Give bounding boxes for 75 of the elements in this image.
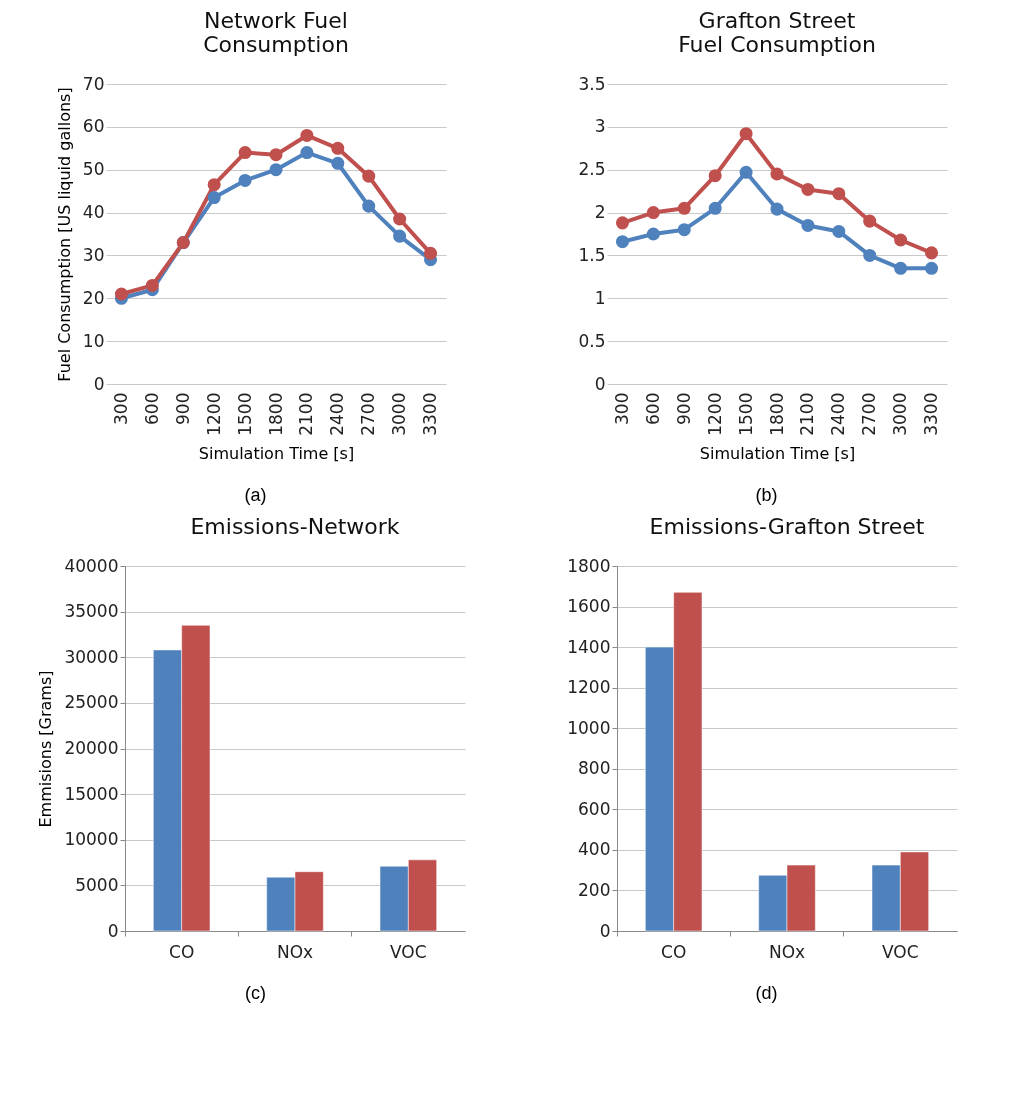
y-axis-title: Emmisions [Grams] <box>35 670 55 828</box>
x-tick-label: 3000 <box>889 392 910 436</box>
y-tick-label: 25000 <box>63 692 118 713</box>
y-tick-label: 1200 <box>567 677 611 698</box>
x-tick-label: NOx <box>768 941 806 962</box>
x-tick-label: VOC <box>389 941 427 962</box>
x-tick-label: 600 <box>642 392 663 425</box>
y-tick-label: 1.5 <box>577 244 605 265</box>
x-tick-label: 2400 <box>326 392 347 436</box>
y-tick-label: 20 <box>82 287 104 308</box>
x-tick-label: 900 <box>673 392 694 425</box>
y-tick-label: 2.5 <box>577 159 605 180</box>
x-tick-label: CO <box>168 941 194 962</box>
y-tick-label: 20000 <box>63 738 118 758</box>
x-tick-label: 2400 <box>827 392 848 436</box>
y-tick-label: 400 <box>578 839 611 860</box>
x-tick-label: 1200 <box>203 392 224 436</box>
x-tick-label: 1200 <box>704 392 725 436</box>
y-tick-label: 60 <box>82 116 104 137</box>
y-tick-label: 10000 <box>63 829 118 850</box>
y-tick-label: 50 <box>82 159 104 180</box>
y-tick-label: 600 <box>578 798 611 819</box>
text: (c) <box>245 983 266 1004</box>
x-tick-label: 2100 <box>295 392 316 436</box>
x-axis-title: Simulation Time [s] <box>699 443 855 463</box>
x-tick-label: 1800 <box>265 392 285 436</box>
x-tick-label: CO <box>661 941 687 962</box>
x-axis-title: Simulation Time [s] <box>198 443 354 463</box>
y-tick-label: 0.5 <box>577 330 605 351</box>
x-tick-label: 2700 <box>357 392 378 436</box>
x-tick-label: 900 <box>172 392 193 425</box>
chart-title: Network Fuel Consumption <box>202 8 349 57</box>
x-tick-label: 1500 <box>234 392 255 436</box>
y-tick-label: 70 <box>82 73 104 94</box>
y-tick-label: 1600 <box>567 596 611 617</box>
x-tick-label: 600 <box>141 392 162 425</box>
y-tick-label: 40 <box>82 202 104 223</box>
x-tick-label: 300 <box>110 392 131 425</box>
text: (b) <box>755 485 778 506</box>
y-tick-label: 35000 <box>63 601 118 622</box>
x-tick-label: 2700 <box>858 392 879 436</box>
y-tick-label: 40000 <box>63 555 118 576</box>
chart-title: Grafton Street Fuel Consumption <box>677 8 876 57</box>
x-tick-label: 3300 <box>920 392 941 436</box>
y-tick-label: 0 <box>107 920 118 941</box>
x-tick-label: 300 <box>611 392 632 425</box>
x-tick-label: NOx <box>276 941 313 962</box>
y-tick-label: 1400 <box>567 636 611 657</box>
y-tick-label: 1800 <box>567 555 611 576</box>
y-tick-label: 30000 <box>63 646 118 667</box>
y-tick-label: 0 <box>599 920 611 941</box>
y-tick-label: 30 <box>82 244 104 265</box>
x-tick-label: 3000 <box>388 392 409 436</box>
chart-title: Emissions-Grafton Street <box>649 514 925 539</box>
x-tick-label: 1800 <box>766 392 786 436</box>
x-tick-label: 2100 <box>796 392 817 436</box>
y-tick-label: 3 <box>594 116 605 137</box>
y-tick-label: 0 <box>594 373 605 394</box>
y-tick-label: 5000 <box>74 874 118 895</box>
x-tick-label: VOC <box>882 941 919 962</box>
x-tick-label: 1500 <box>735 392 756 436</box>
y-axis-title: Fuel Consumption [US liquid gallons] <box>54 87 74 382</box>
y-tick-label: 15000 <box>63 783 118 804</box>
x-tick-label: 3300 <box>419 392 440 436</box>
y-tick-label: 200 <box>578 879 611 900</box>
text: (d) <box>755 983 778 1004</box>
chart-title: Emissions-Network <box>189 514 400 539</box>
text: (a) <box>244 485 267 506</box>
y-tick-label: 10 <box>82 330 104 351</box>
y-tick-label: 3.5 <box>577 73 605 94</box>
y-tick-label: 800 <box>578 758 611 779</box>
y-tick-label: 0 <box>93 373 104 394</box>
y-tick-label: 2 <box>594 202 605 223</box>
y-tick-label: 1000 <box>567 717 611 738</box>
y-tick-label: 1 <box>594 287 605 308</box>
